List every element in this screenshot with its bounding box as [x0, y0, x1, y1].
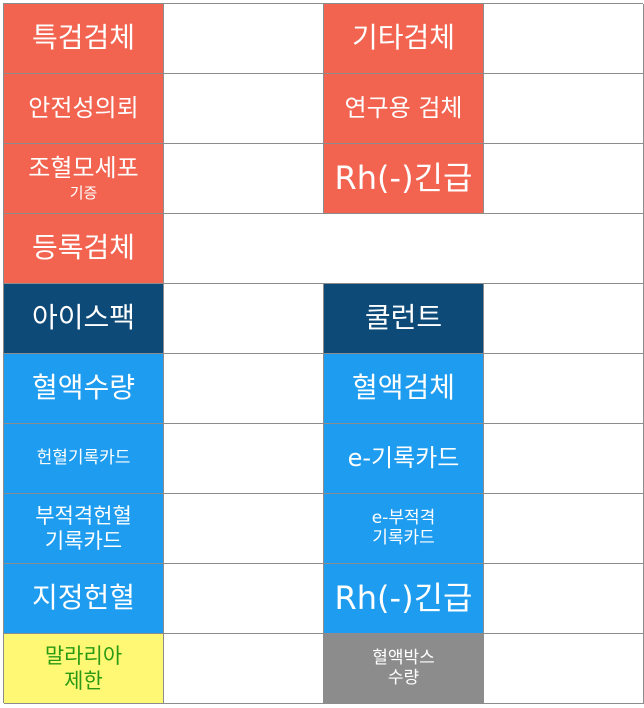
label-text: 연구용 검체 [344, 93, 463, 122]
label-text-line1: 조혈모세포 [28, 154, 139, 183]
label-text: 혈액수량 [31, 371, 136, 405]
value-coolant[interactable] [484, 284, 644, 354]
label-donation-record-card[interactable]: 헌혈기록카드 [4, 424, 164, 494]
label-e-ineligible-record-card[interactable]: e-부적격 기록카드 [324, 494, 484, 564]
label-other-specimen[interactable]: 기타검체 [324, 4, 484, 74]
label-rh-negative-urgent-2[interactable]: Rh(-)긴급 [324, 564, 484, 634]
label-safety-request[interactable]: 안전성의뢰 [4, 74, 164, 144]
label-text: 혈액검체 [351, 371, 456, 405]
value-special-test-specimen[interactable] [164, 4, 324, 74]
label-text: 기타검체 [351, 21, 456, 55]
value-other-specimen[interactable] [484, 4, 644, 74]
label-text-line2: 수량 [387, 667, 420, 688]
value-blood-quantity[interactable] [164, 354, 324, 424]
label-special-test-specimen[interactable]: 특검검체 [4, 4, 164, 74]
label-stem-cell-donation[interactable]: 조혈모세포 기증 [4, 144, 164, 214]
value-safety-request[interactable] [164, 74, 324, 144]
value-blood-box-quantity[interactable] [484, 634, 644, 704]
label-rh-negative-urgent-1[interactable]: Rh(-)긴급 [324, 144, 484, 214]
label-text: 안전성의뢰 [28, 93, 139, 122]
label-text: Rh(-)긴급 [334, 159, 473, 198]
label-text-line2: 제한 [64, 668, 103, 693]
label-text-line2: 기록카드 [44, 528, 123, 553]
label-ice-pack[interactable]: 아이스팩 [4, 284, 164, 354]
value-stem-cell-donation[interactable] [164, 144, 324, 214]
label-research-specimen[interactable]: 연구용 검체 [324, 74, 484, 144]
label-text: 아이스팩 [31, 301, 136, 335]
label-text: Rh(-)긴급 [334, 579, 473, 618]
value-blood-specimen[interactable] [484, 354, 644, 424]
value-rh-negative-urgent-1[interactable] [484, 144, 644, 214]
label-blood-specimen[interactable]: 혈액검체 [324, 354, 484, 424]
label-blood-quantity[interactable]: 혈액수량 [4, 354, 164, 424]
value-registered-specimen[interactable] [164, 214, 644, 284]
label-registered-specimen[interactable]: 등록검체 [4, 214, 164, 284]
label-text-line1: 부적격헌혈 [35, 504, 132, 529]
label-text-line2: 기증 [69, 183, 98, 202]
value-ice-pack[interactable] [164, 284, 324, 354]
label-blood-box-quantity[interactable]: 혈액박스 수량 [324, 634, 484, 704]
specimen-label-grid: 특검검체 기타검체 안전성의뢰 연구용 검체 조혈모세포 기증 Rh(-)긴급 … [3, 3, 644, 704]
label-designated-donation[interactable]: 지정헌혈 [4, 564, 164, 634]
value-ineligible-donation-record-card[interactable] [164, 494, 324, 564]
label-text: e-기록카드 [347, 443, 460, 472]
label-text: 헌혈기록카드 [36, 447, 131, 468]
value-malaria-restriction[interactable] [164, 634, 324, 704]
value-e-record-card[interactable] [484, 424, 644, 494]
label-text: 특검검체 [31, 21, 136, 55]
label-text: 등록검체 [31, 231, 136, 265]
label-ineligible-donation-record-card[interactable]: 부적격헌혈 기록카드 [4, 494, 164, 564]
value-rh-negative-urgent-2[interactable] [484, 564, 644, 634]
label-text: 쿨런트 [364, 301, 443, 335]
label-coolant[interactable]: 쿨런트 [324, 284, 484, 354]
label-text: 지정헌혈 [31, 581, 136, 615]
label-text-line1: e-부적격 [371, 507, 436, 528]
label-e-record-card[interactable]: e-기록카드 [324, 424, 484, 494]
label-text-line1: 혈액박스 [372, 647, 435, 668]
label-text-line2: 기록카드 [372, 527, 435, 548]
label-malaria-restriction[interactable]: 말라리아 제한 [4, 634, 164, 704]
value-donation-record-card[interactable] [164, 424, 324, 494]
label-text-line1: 말라리아 [44, 644, 123, 669]
value-research-specimen[interactable] [484, 74, 644, 144]
value-designated-donation[interactable] [164, 564, 324, 634]
value-e-ineligible-record-card[interactable] [484, 494, 644, 564]
